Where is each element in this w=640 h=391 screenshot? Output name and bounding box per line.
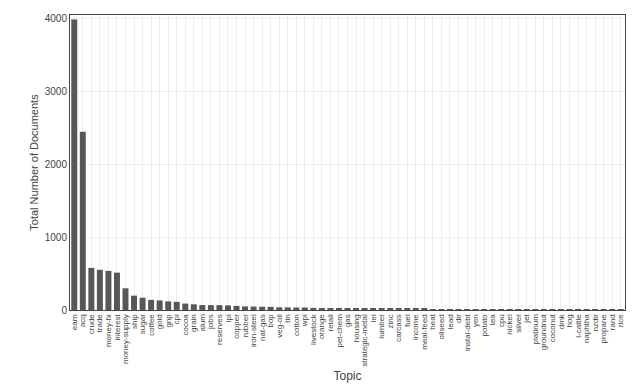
svg-text:interest: interest bbox=[113, 313, 122, 340]
svg-text:gold: gold bbox=[155, 314, 164, 329]
svg-text:grain: grain bbox=[189, 314, 198, 332]
svg-text:housing: housing bbox=[352, 314, 361, 342]
svg-text:acq: acq bbox=[78, 314, 87, 327]
svg-text:cotton: cotton bbox=[292, 314, 301, 336]
svg-text:dmk: dmk bbox=[557, 313, 566, 329]
svg-text:propane: propane bbox=[599, 314, 608, 344]
svg-text:lumber: lumber bbox=[377, 314, 386, 339]
svg-text:cpi: cpi bbox=[172, 314, 181, 324]
svg-text:oilseed: oilseed bbox=[437, 314, 446, 339]
svg-text:hog: hog bbox=[565, 314, 574, 327]
svg-text:strategic-metal: strategic-metal bbox=[360, 314, 369, 367]
svg-text:platinum: platinum bbox=[531, 314, 540, 345]
svg-text:3000: 3000 bbox=[45, 86, 68, 97]
svg-text:nat-gas: nat-gas bbox=[258, 314, 267, 341]
svg-text:tea: tea bbox=[488, 314, 497, 326]
svg-text:l-cattle: l-cattle bbox=[574, 314, 583, 338]
svg-text:alum: alum bbox=[198, 314, 207, 332]
svg-text:cpu: cpu bbox=[497, 314, 506, 327]
svg-text:trade: trade bbox=[95, 314, 104, 333]
svg-text:rice: rice bbox=[616, 314, 625, 327]
svg-text:jet: jet bbox=[522, 313, 531, 323]
svg-text:gas: gas bbox=[343, 314, 352, 327]
svg-text:iron-steel: iron-steel bbox=[249, 314, 258, 347]
svg-text:bop: bop bbox=[266, 314, 275, 328]
svg-text:carcass: carcass bbox=[394, 314, 403, 342]
svg-text:retail: retail bbox=[326, 314, 335, 332]
svg-text:jobs: jobs bbox=[206, 314, 215, 330]
svg-text:lead: lead bbox=[446, 314, 455, 329]
svg-text:zinc: zinc bbox=[386, 314, 395, 328]
svg-text:heat: heat bbox=[428, 313, 437, 329]
svg-text:money-fx: money-fx bbox=[104, 314, 113, 347]
svg-text:Topic: Topic bbox=[333, 369, 361, 383]
svg-text:1000: 1000 bbox=[45, 232, 68, 243]
svg-text:ship: ship bbox=[130, 314, 139, 329]
svg-text:earn: earn bbox=[70, 314, 79, 330]
svg-text:fuel: fuel bbox=[403, 314, 412, 327]
svg-text:cocoa: cocoa bbox=[181, 314, 190, 336]
svg-text:dir: dir bbox=[454, 314, 463, 323]
svg-text:orange: orange bbox=[317, 314, 326, 339]
svg-text:ipi: ipi bbox=[224, 314, 233, 322]
svg-text:nickel: nickel bbox=[505, 314, 514, 335]
svg-text:groundnut: groundnut bbox=[539, 313, 548, 350]
svg-text:naphtha: naphtha bbox=[582, 314, 591, 343]
svg-text:coconut: coconut bbox=[548, 313, 557, 342]
svg-text:silver: silver bbox=[514, 314, 523, 333]
svg-text:pet-chem: pet-chem bbox=[335, 314, 344, 348]
svg-text:meal-feed: meal-feed bbox=[420, 314, 429, 350]
svg-text:coffee: coffee bbox=[147, 314, 156, 336]
svg-text:crude: crude bbox=[87, 314, 96, 335]
svg-text:money-supply: money-supply bbox=[121, 314, 130, 364]
svg-text:instal-debt: instal-debt bbox=[463, 313, 472, 351]
svg-text:copper: copper bbox=[232, 314, 241, 339]
svg-text:lei: lei bbox=[369, 314, 378, 322]
svg-text:rand: rand bbox=[608, 314, 617, 330]
svg-text:gnp: gnp bbox=[164, 314, 173, 328]
svg-text:yen: yen bbox=[471, 314, 480, 327]
svg-text:4000: 4000 bbox=[45, 13, 68, 24]
svg-text:reserves: reserves bbox=[215, 314, 224, 345]
svg-text:sugar: sugar bbox=[138, 314, 147, 334]
svg-text:veg-oil: veg-oil bbox=[275, 314, 284, 338]
svg-text:nzdir: nzdir bbox=[591, 314, 600, 332]
svg-text:2000: 2000 bbox=[45, 159, 68, 170]
svg-text:income: income bbox=[411, 314, 420, 340]
svg-text:0: 0 bbox=[61, 305, 67, 316]
svg-text:potato: potato bbox=[480, 314, 489, 337]
svg-text:wpi: wpi bbox=[300, 314, 309, 327]
svg-text:rubber: rubber bbox=[241, 314, 250, 337]
svg-text:tin: tin bbox=[283, 314, 292, 322]
svg-text:livestock: livestock bbox=[309, 313, 318, 345]
svg-text:Total Number of Documents: Total Number of Documents bbox=[28, 94, 40, 231]
